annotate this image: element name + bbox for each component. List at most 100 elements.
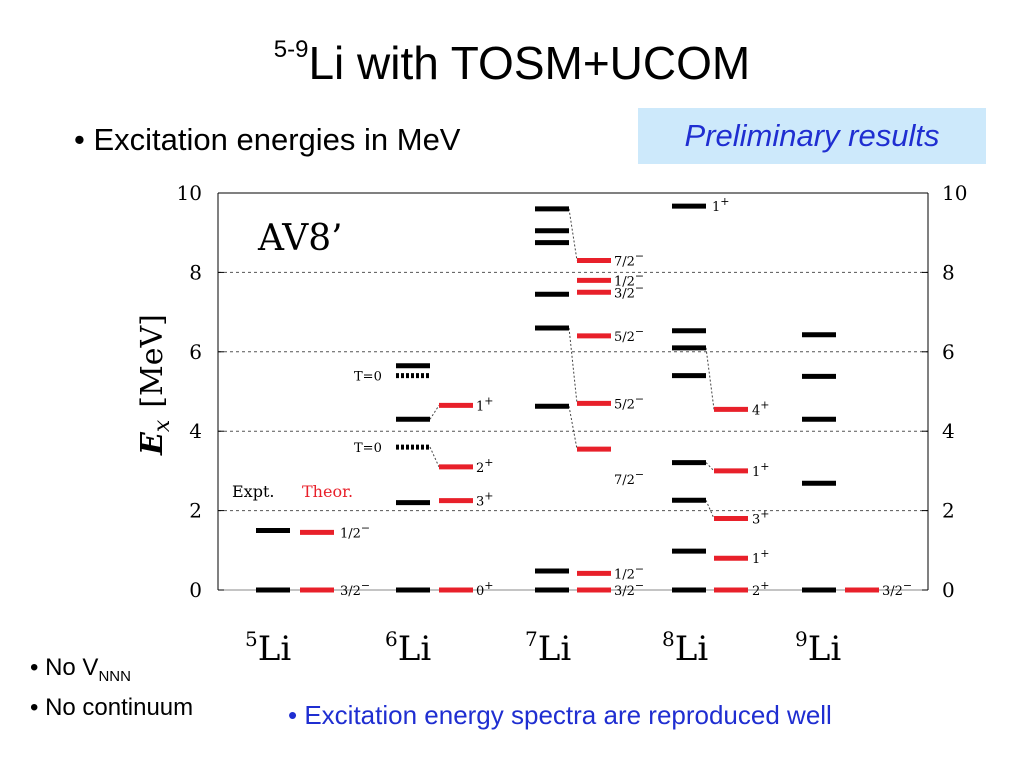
isotope-mass: 5 [245, 627, 258, 651]
isotope-name: Li [398, 629, 432, 669]
theor-level-label-parity: + [484, 456, 493, 469]
theor-level-label-value: 3 [752, 513, 760, 528]
theor-level-label-parity: + [760, 508, 769, 521]
theor-level-label-value: 3 [476, 495, 484, 510]
isotope-name: Li [808, 629, 842, 669]
level-link [705, 462, 715, 472]
theor-level-label: 1/2− [340, 521, 370, 541]
theor-level-label-parity: + [484, 579, 493, 592]
note-no-vnnn-subscript: NNN [98, 667, 131, 685]
theor-level-label: 7/2− [614, 249, 644, 269]
y-tick-label-left: 10 [177, 181, 202, 205]
isotope-mass: 8 [662, 627, 675, 651]
theor-level-label-value: 3/2 [882, 584, 903, 599]
isotope-label: 6Li [385, 627, 431, 669]
y-tick-label-right: 8 [942, 260, 955, 284]
theor-level-label-parity: + [760, 398, 769, 411]
y-tick-label-left: 6 [189, 340, 202, 364]
legend-expt: Expt. [232, 482, 274, 501]
theor-level-label-value: 1/2 [614, 274, 635, 289]
isotope-name: Li [258, 629, 292, 669]
theor-level-label-parity: + [760, 579, 769, 592]
theor-level-label-parity: − [903, 579, 912, 592]
title-superscript: 5-9 [273, 36, 309, 63]
isotope-label: 8Li [662, 627, 708, 669]
theor-level-label-parity: − [635, 269, 644, 282]
theor-level-label-parity: − [361, 579, 370, 592]
theor-level-label-parity: + [484, 394, 493, 407]
theor-level-label: 4+ [752, 398, 770, 418]
theor-level-label: 3/2− [614, 579, 644, 599]
theor-level-label: 1+ [476, 394, 494, 414]
isotope-name: Li [538, 629, 572, 669]
theor-level-label: 3/2− [340, 579, 370, 599]
level-link [705, 500, 715, 519]
theor-level-label: 1/2− [614, 562, 644, 582]
isotope-label: 7Li [525, 627, 571, 669]
isotope-label: 5Li [245, 627, 291, 669]
theor-level-label-parity: − [635, 562, 644, 575]
y-axis-label-unit: [MeV] [135, 314, 170, 408]
theor-level-label-value: 0 [476, 584, 484, 599]
theor-level-label: 1+ [752, 460, 770, 480]
note-no-vnnn: • No VNNN [30, 654, 131, 691]
isotope-mass: 9 [795, 627, 808, 651]
interaction-label: AV8’ [257, 218, 343, 259]
theor-level-label-value: 4 [752, 403, 760, 418]
level-tag: T=0 [354, 441, 382, 456]
theor-level-label: 0+ [476, 579, 494, 599]
level-link [568, 208, 578, 261]
y-axis-label: Ex [MeV] [135, 314, 175, 456]
theor-level-label: 3+ [476, 490, 494, 510]
theor-level-label-value: 3/2 [340, 584, 361, 599]
theor-level-label-value: 1 [752, 465, 760, 480]
theor-level-label-value: 5/2 [614, 397, 635, 412]
theor-level-label-parity: + [760, 460, 769, 473]
expt-level-label-value: 1 [712, 200, 720, 215]
y-tick-label-right: 10 [942, 181, 967, 205]
isotope-mass: 7 [525, 627, 538, 651]
theor-level-label-parity: − [635, 325, 644, 338]
y-tick-label-left: 0 [189, 578, 202, 602]
expt-level-label-parity: + [720, 195, 729, 208]
theor-level-label-value: 3/2 [614, 286, 635, 301]
theor-level-label: 5/2− [614, 392, 644, 412]
theor-level-label-value: 5/2 [614, 330, 635, 345]
theor-level-label-parity: − [635, 468, 644, 481]
theor-level-label-parity: − [361, 521, 370, 534]
theor-level-label: 5/2− [614, 325, 644, 345]
y-tick-label-left: 2 [189, 499, 202, 523]
theor-level-label: 2+ [476, 456, 494, 476]
y-tick-label-right: 0 [942, 578, 955, 602]
theor-level-label: 3/2− [882, 579, 912, 599]
isotope-label: 9Li [795, 627, 841, 669]
note-reproduced-well: • Excitation energy spectra are reproduc… [288, 700, 832, 730]
theor-level-label-parity: − [635, 281, 644, 294]
note-no-vnnn-text: • No V [30, 654, 99, 681]
level-tag: T=0 [354, 370, 382, 385]
theor-level-label-value: 7/2 [614, 473, 635, 488]
theor-level-label: 2+ [752, 579, 770, 599]
y-tick-label-right: 6 [942, 340, 955, 364]
theor-level-label-value: 1/2 [614, 567, 635, 582]
theor-level-label: 3+ [752, 508, 770, 528]
level-link [429, 446, 440, 468]
level-link [705, 347, 715, 410]
isotope-name: Li [675, 629, 709, 669]
preliminary-results-badge: Preliminary results [638, 108, 986, 164]
theor-level-label-parity: + [484, 490, 493, 503]
title-main: Li with TOSM+UCOM [308, 37, 751, 89]
level-link [568, 406, 578, 450]
theor-level-label-value: 1/2 [340, 526, 361, 541]
theor-level-label: 3/2− [614, 281, 644, 301]
theor-level-label-parity: − [635, 579, 644, 592]
theor-level-label: 1+ [752, 547, 770, 567]
isotope-mass: 6 [385, 627, 398, 651]
y-tick-label-left: 4 [189, 419, 202, 443]
theor-level-label-value: 1 [752, 552, 760, 567]
y-tick-label-left: 8 [189, 260, 202, 284]
y-tick-label-right: 2 [942, 499, 955, 523]
legend-theor: Theor. [302, 482, 353, 501]
level-link [568, 327, 578, 404]
